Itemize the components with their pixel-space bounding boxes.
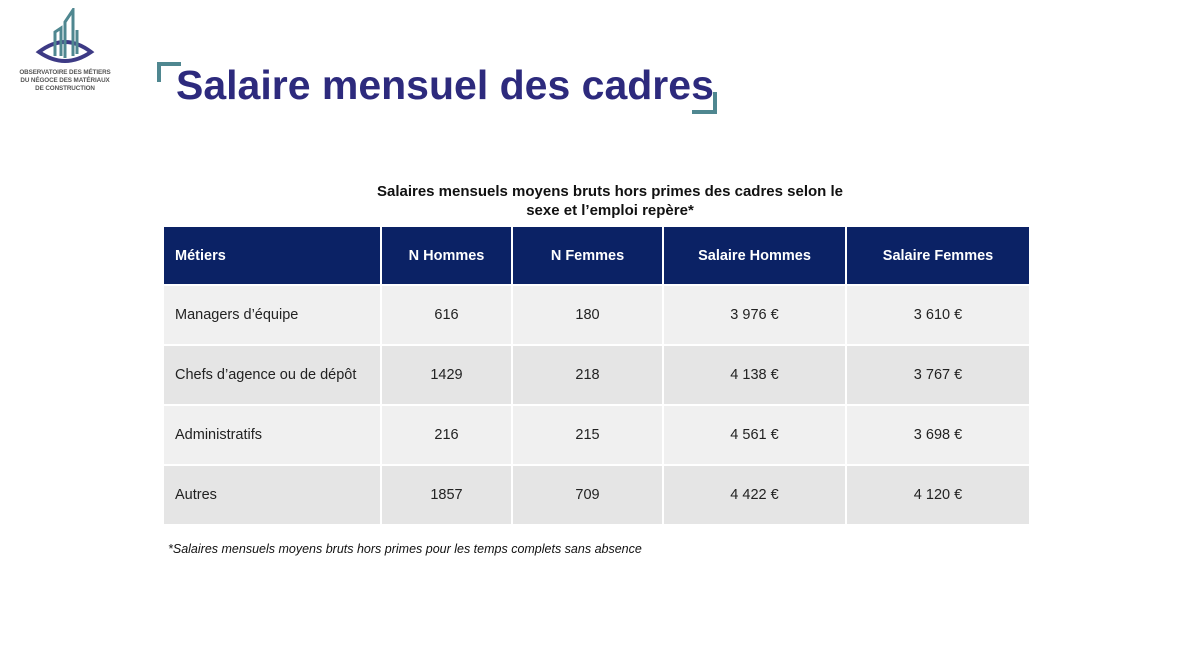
cell: 4 138 € — [663, 344, 847, 405]
cell: 216 — [381, 404, 513, 465]
table-caption: Salaires mensuels moyens bruts hors prim… — [340, 182, 880, 220]
salary-table: Métiers N Hommes N Femmes Salaire Hommes… — [164, 227, 1029, 524]
column-header: Salaire Hommes — [663, 227, 847, 285]
bracket-decoration — [692, 92, 717, 114]
cell: 3 767 € — [846, 344, 1029, 405]
page-title: Salaire mensuel des cadres — [176, 62, 714, 108]
cell: 1857 — [381, 464, 513, 524]
column-header: Métiers — [164, 227, 382, 285]
cell: 3 610 € — [846, 284, 1029, 345]
cell: 180 — [512, 284, 664, 345]
footnote: *Salaires mensuels moyens bruts hors pri… — [168, 542, 642, 556]
building-eye-icon — [35, 8, 95, 63]
column-header: N Femmes — [512, 227, 664, 285]
caption-line: Salaires mensuels moyens bruts hors prim… — [376, 183, 844, 200]
column-header: N Hommes — [381, 227, 513, 285]
cell: Autres — [164, 464, 382, 524]
cell: 4 120 € — [846, 464, 1029, 524]
cell: Managers d’équipe — [164, 284, 382, 345]
cell: 616 — [381, 284, 513, 345]
logo-line: DU NÉGOCE DES MATÉRIAUX — [20, 77, 110, 84]
cell: Administratifs — [164, 404, 382, 465]
logo-line: DE CONSTRUCTION — [35, 85, 95, 92]
table-row: Chefs d’agence ou de dépôt 1429 218 4 138 €… — [164, 344, 1029, 405]
cell: 3 698 € — [846, 404, 1029, 465]
table-header-row: Métiers N Hommes N Femmes Salaire Hommes… — [164, 227, 1029, 285]
cell: 3 976 € — [663, 284, 847, 345]
cell: 218 — [512, 344, 664, 405]
table-row: Managers d’équipe 616 180 3 976 €3 610 € — [164, 284, 1029, 345]
bracket-decoration — [157, 62, 181, 82]
cell: 4 561 € — [663, 404, 847, 465]
cell: Chefs d’agence ou de dépôt — [164, 344, 382, 405]
logo: OBSERVATOIRE DES MÉTIERS DU NÉGOCE DES M… — [14, 8, 116, 93]
cell: 215 — [512, 404, 664, 465]
table-row: Administratifs 216 215 4 561 €3 698 € — [164, 404, 1029, 465]
table-row: Autres 1857 709 4 422 €4 120 € — [164, 464, 1029, 524]
caption-line: sexe et l’emploi repère* — [526, 202, 694, 219]
column-header: Salaire Femmes — [846, 227, 1029, 285]
cell: 709 — [512, 464, 664, 524]
cell: 4 422 € — [663, 464, 847, 524]
cell: 1429 — [381, 344, 513, 405]
logo-line: OBSERVATOIRE DES MÉTIERS — [19, 69, 111, 76]
